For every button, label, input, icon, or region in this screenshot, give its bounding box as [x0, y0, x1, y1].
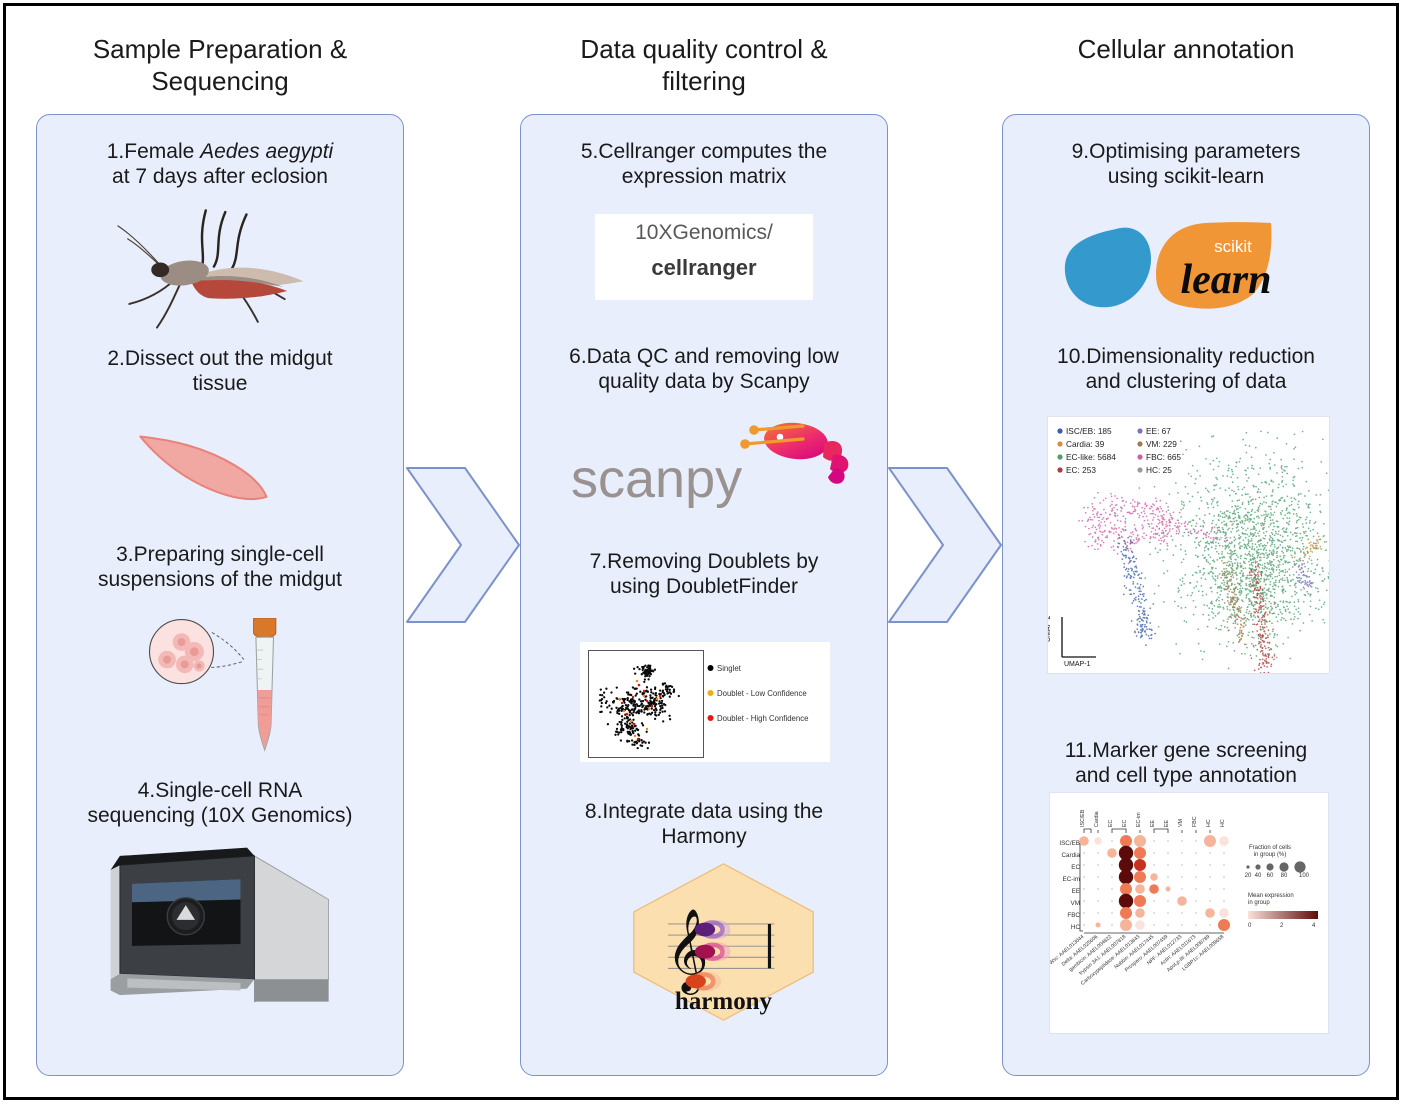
svg-text:20: 20 [1245, 873, 1252, 879]
svg-text:EC: 253: EC: 253 [1066, 465, 1096, 475]
svg-text:EC-im: EC-im [1136, 812, 1142, 827]
svg-text:2: 2 [1280, 923, 1284, 929]
svg-text:FBC: FBC [1067, 912, 1080, 919]
svg-text:HC: HC [1220, 819, 1226, 827]
svg-text:60: 60 [1267, 873, 1274, 879]
svg-text:EC-im: EC-im [1063, 876, 1081, 883]
svg-text:EC-like: 5684: EC-like: 5684 [1066, 452, 1116, 462]
svg-text:HC: HC [1206, 819, 1212, 827]
svg-text:in group (%): in group (%) [1254, 852, 1287, 858]
svg-text:Fraction of cells: Fraction of cells [1249, 845, 1291, 851]
svg-text:EE: 67: EE: 67 [1146, 426, 1171, 436]
svg-text:UMAP-1: UMAP-1 [1064, 661, 1091, 668]
svg-text:harmony: harmony [675, 988, 773, 1015]
svg-text:HC: HC [1071, 924, 1081, 931]
svg-text:100: 100 [1299, 873, 1310, 879]
svg-text:EC: EC [1108, 819, 1114, 827]
svg-text:scanpy: scanpy [571, 449, 742, 509]
svg-text:Cardia: 39: Cardia: 39 [1066, 439, 1105, 449]
svg-text:0: 0 [1248, 923, 1252, 929]
svg-text:HC: 25: HC: 25 [1146, 465, 1172, 475]
svg-text:EE: EE [1072, 888, 1080, 895]
svg-text:Mean expression: Mean expression [1248, 893, 1294, 899]
svg-text:FBC: 665: FBC: 665 [1146, 452, 1181, 462]
svg-text:ISC/EB: ISC/EB [1059, 840, 1080, 847]
svg-text:FBC: FBC [1192, 816, 1198, 827]
svg-text:Cardia: Cardia [1061, 852, 1080, 859]
svg-text:40: 40 [1255, 873, 1262, 879]
svg-text:Cardia: Cardia [1094, 811, 1100, 827]
svg-text:EE: EE [1150, 819, 1156, 827]
svg-text:VM: VM [1178, 819, 1184, 827]
svg-text:VM: VM [1071, 900, 1080, 907]
svg-text:EC: EC [1122, 819, 1128, 827]
svg-text:ISC/EB: ISC/EB [1080, 809, 1086, 827]
svg-text:80: 80 [1281, 873, 1288, 879]
svg-text:scikit: scikit [1214, 237, 1252, 256]
svg-text:Singlet: Singlet [717, 664, 742, 673]
svg-text:ISC/EB: 185: ISC/EB: 185 [1066, 426, 1112, 436]
svg-text:Doublet - High Confidence: Doublet - High Confidence [717, 714, 808, 723]
svg-text:in group: in group [1248, 900, 1270, 906]
svg-text:learn: learn [1180, 257, 1271, 303]
svg-text:VM: 229: VM: 229 [1146, 439, 1177, 449]
svg-text:EC: EC [1071, 864, 1080, 871]
svg-text:4: 4 [1312, 923, 1316, 929]
svg-text:Doublet - Low Confidence: Doublet - Low Confidence [717, 689, 807, 698]
svg-text:EE: EE [1164, 819, 1170, 827]
svg-text:UMAP-2: UMAP-2 [1048, 615, 1052, 642]
